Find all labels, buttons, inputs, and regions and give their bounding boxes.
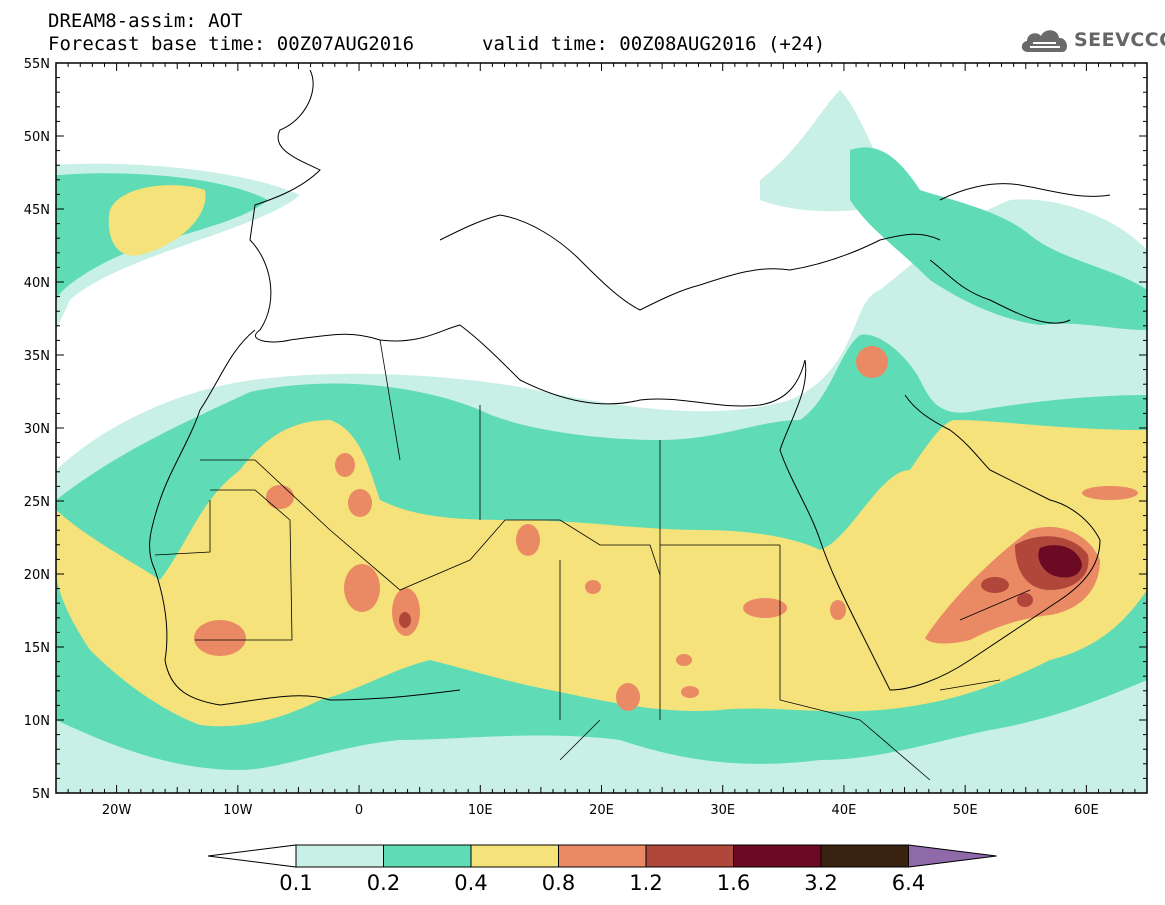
colorbar-segment: [733, 844, 822, 868]
lat-label: 40N: [24, 276, 50, 291]
colorbar-label: 6.4: [892, 871, 925, 895]
longitude-axis: 20W 10W 0 10E 20E 30E 40E 50E 60E: [55, 63, 1148, 818]
valid-time: valid time: 00Z08AUG2016 (+24): [482, 33, 826, 55]
colorbar-segment: [470, 844, 559, 868]
lon-label: 20W: [102, 803, 132, 818]
seevccc-logo: SEEVCCC: [1018, 22, 1165, 58]
lon-label: 10E: [468, 803, 493, 818]
colorbar-under-triangle: [207, 844, 297, 868]
aot-field: [56, 69, 1147, 793]
lon-label: 20E: [589, 803, 614, 818]
lon-label: 10W: [223, 803, 253, 818]
forecast-base-time: Forecast base time: 00Z07AUG2016: [48, 33, 415, 55]
lat-label: 55N: [24, 57, 50, 72]
coastlines: [149, 69, 1111, 706]
lat-label: 35N: [24, 349, 50, 364]
colorbar-segment: [645, 844, 734, 868]
logo-text: SEEVCCC: [1074, 29, 1165, 51]
lat-label: 20N: [24, 568, 50, 583]
lon-label: 30E: [710, 803, 735, 818]
cloud-icon: [1021, 30, 1068, 52]
aot-contour-0.4: [56, 185, 1147, 727]
colorbar-label: 0.4: [454, 871, 487, 895]
lat-label: 15N: [24, 641, 50, 656]
map-title: DREAM8-assim: AOT: [48, 10, 243, 32]
colorbar-over-triangle: [908, 844, 997, 868]
lat-label: 5N: [32, 787, 50, 802]
colorbar-label: 0.1: [279, 871, 312, 895]
lat-label: 45N: [24, 203, 50, 218]
colorbar-segment: [383, 844, 472, 868]
colorbar-label: 0.2: [367, 871, 400, 895]
lon-label: 60E: [1074, 803, 1099, 818]
colorbar-segment: [558, 844, 647, 868]
colorbar-label: 3.2: [804, 871, 837, 895]
lon-label: 0: [355, 803, 363, 818]
lat-label: 50N: [24, 130, 50, 145]
latitude-axis: 55N 50N 45N 40N 35N 30N 25N 20N 15N 10N 5N: [24, 57, 1147, 802]
aot-contour-1.6: [1038, 545, 1082, 578]
lat-label: 30N: [24, 422, 50, 437]
colorbar-segment: [295, 844, 384, 868]
lon-label: 50E: [953, 803, 978, 818]
lat-label: 10N: [24, 714, 50, 729]
colorbar: 0.1 0.2 0.4 0.8 1.2 1.6 3.2 6.4: [207, 844, 997, 895]
colorbar-label: 0.8: [542, 871, 575, 895]
colorbar-label: 1.6: [717, 871, 750, 895]
borders: [154, 339, 1031, 781]
colorbar-segment: [820, 844, 909, 868]
lon-label: 40E: [832, 803, 857, 818]
colorbar-label: 1.2: [629, 871, 662, 895]
lat-label: 25N: [24, 495, 50, 510]
aot-contour-0.8: [194, 346, 1138, 711]
